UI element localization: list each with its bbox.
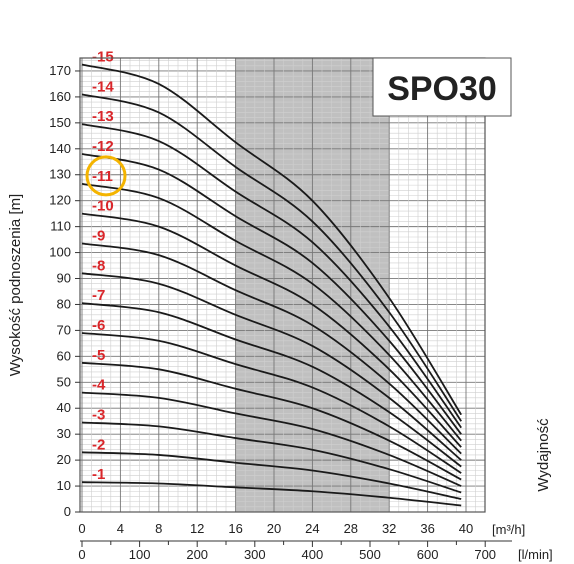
x-tick-label-lmin: 200 <box>186 547 208 562</box>
x-unit-top: [m³/h] <box>492 522 525 537</box>
y-tick-label: 150 <box>49 115 71 130</box>
curve-label: -10 <box>92 198 114 215</box>
curve-labels: -1 -2 -3 -4 -5 -6 -7 -8 -9 -10 -11 -12 -13 -14 -15 <box>92 48 114 483</box>
y-tick-label: 80 <box>57 296 71 311</box>
x-tick-label-lmin: 0 <box>78 547 85 562</box>
curve-label: -12 <box>92 138 114 155</box>
highlight-circle <box>85 155 127 197</box>
chart-title: SPO30 <box>387 70 497 108</box>
x-tick-label-m3h: 24 <box>305 521 319 536</box>
x-tick-label-m3h: 40 <box>459 521 473 536</box>
curve-label: -8 <box>92 257 105 274</box>
grid <box>80 58 485 513</box>
x-tick-label-m3h: 12 <box>190 521 204 536</box>
curve-label: -3 <box>92 406 105 423</box>
x-tick-label-m3h: 4 <box>117 521 124 536</box>
x-axis-label-right: Wydajność <box>535 418 552 492</box>
x-tick-label-m3h: 28 <box>344 521 358 536</box>
x-tick-label-m3h: 0 <box>78 521 85 536</box>
curve-n12 <box>81 153 462 435</box>
x-tick-label-m3h: 20 <box>267 521 281 536</box>
curve-n6 <box>81 332 462 474</box>
plot-frame <box>79 57 486 513</box>
y-tick-label: 10 <box>57 478 71 493</box>
curve-label: -2 <box>92 436 105 453</box>
curve-n7 <box>81 302 462 468</box>
x-tick-label-lmin: 100 <box>129 547 151 562</box>
y-tick-label: 60 <box>57 348 71 363</box>
y-axis-label: Wysokość podnoszenia [m] <box>7 194 24 376</box>
curve-n1 <box>81 481 462 507</box>
curves <box>81 63 462 507</box>
x-tick-label-m3h: 8 <box>155 521 162 536</box>
y-tick-label: 70 <box>57 322 71 337</box>
curve-n14 <box>81 93 462 422</box>
curve-label: -11 <box>92 168 113 185</box>
curve-label: -14 <box>92 78 114 95</box>
curve-label: -13 <box>92 108 114 125</box>
curve-n4 <box>81 391 462 487</box>
y-tick-label: 130 <box>49 167 71 182</box>
curve-label: -9 <box>92 227 105 244</box>
y-tick-label: 0 <box>64 504 71 519</box>
x-ticks-m3h: 0 4 8 12 16 20 24 28 32 36 40 <box>78 521 473 536</box>
x-tick-label-m3h: 16 <box>228 521 242 536</box>
y-tick-label: 140 <box>49 141 71 156</box>
curve-n13 <box>81 123 462 429</box>
y-tick-label: 20 <box>57 452 71 467</box>
x-tick-label-lmin: 300 <box>244 547 266 562</box>
title-box <box>372 57 512 117</box>
curve-n2 <box>81 451 462 500</box>
x-tick-label-lmin: 600 <box>417 547 439 562</box>
y-tick-label: 90 <box>57 271 71 286</box>
y-ticks: 0 10 20 30 40 50 60 70 80 90 100 110 120 130 140 150 160… <box>49 63 80 519</box>
x-tick-label-m3h: 32 <box>382 521 396 536</box>
x-tick-label-lmin: 500 <box>359 547 381 562</box>
curve-n3 <box>81 421 462 494</box>
y-tick-label: 50 <box>57 374 71 389</box>
x-unit-bottom: [l/min] <box>518 547 553 562</box>
x-tick-label-lmin: 400 <box>302 547 324 562</box>
curve-n8 <box>81 272 462 461</box>
x-tick-label-m3h: 36 <box>420 521 434 536</box>
y-tick-label: 170 <box>49 63 71 78</box>
curve-label: -6 <box>92 317 105 334</box>
y-tick-label: 100 <box>49 245 71 260</box>
curve-label: -15 <box>92 48 114 65</box>
curve-label: -5 <box>92 347 105 364</box>
y-tick-label: 160 <box>49 89 71 104</box>
curve-n11 <box>81 182 462 442</box>
x-tick-label-lmin: 700 <box>474 547 496 562</box>
curve-n5 <box>81 361 462 481</box>
y-tick-label: 30 <box>57 426 71 441</box>
curve-label: -4 <box>92 377 106 394</box>
y-tick-label: 120 <box>49 193 71 208</box>
curve-n10 <box>81 212 462 448</box>
curve-label: -1 <box>92 466 105 483</box>
y-tick-label: 40 <box>57 400 71 415</box>
curve-n9 <box>81 242 462 455</box>
x-ticks-lmin: 0 100 200 300 400 500 600 700 <box>78 540 512 562</box>
y-tick-label: 110 <box>50 219 71 234</box>
curve-n15 <box>81 63 462 416</box>
curve-label: -7 <box>92 287 105 304</box>
